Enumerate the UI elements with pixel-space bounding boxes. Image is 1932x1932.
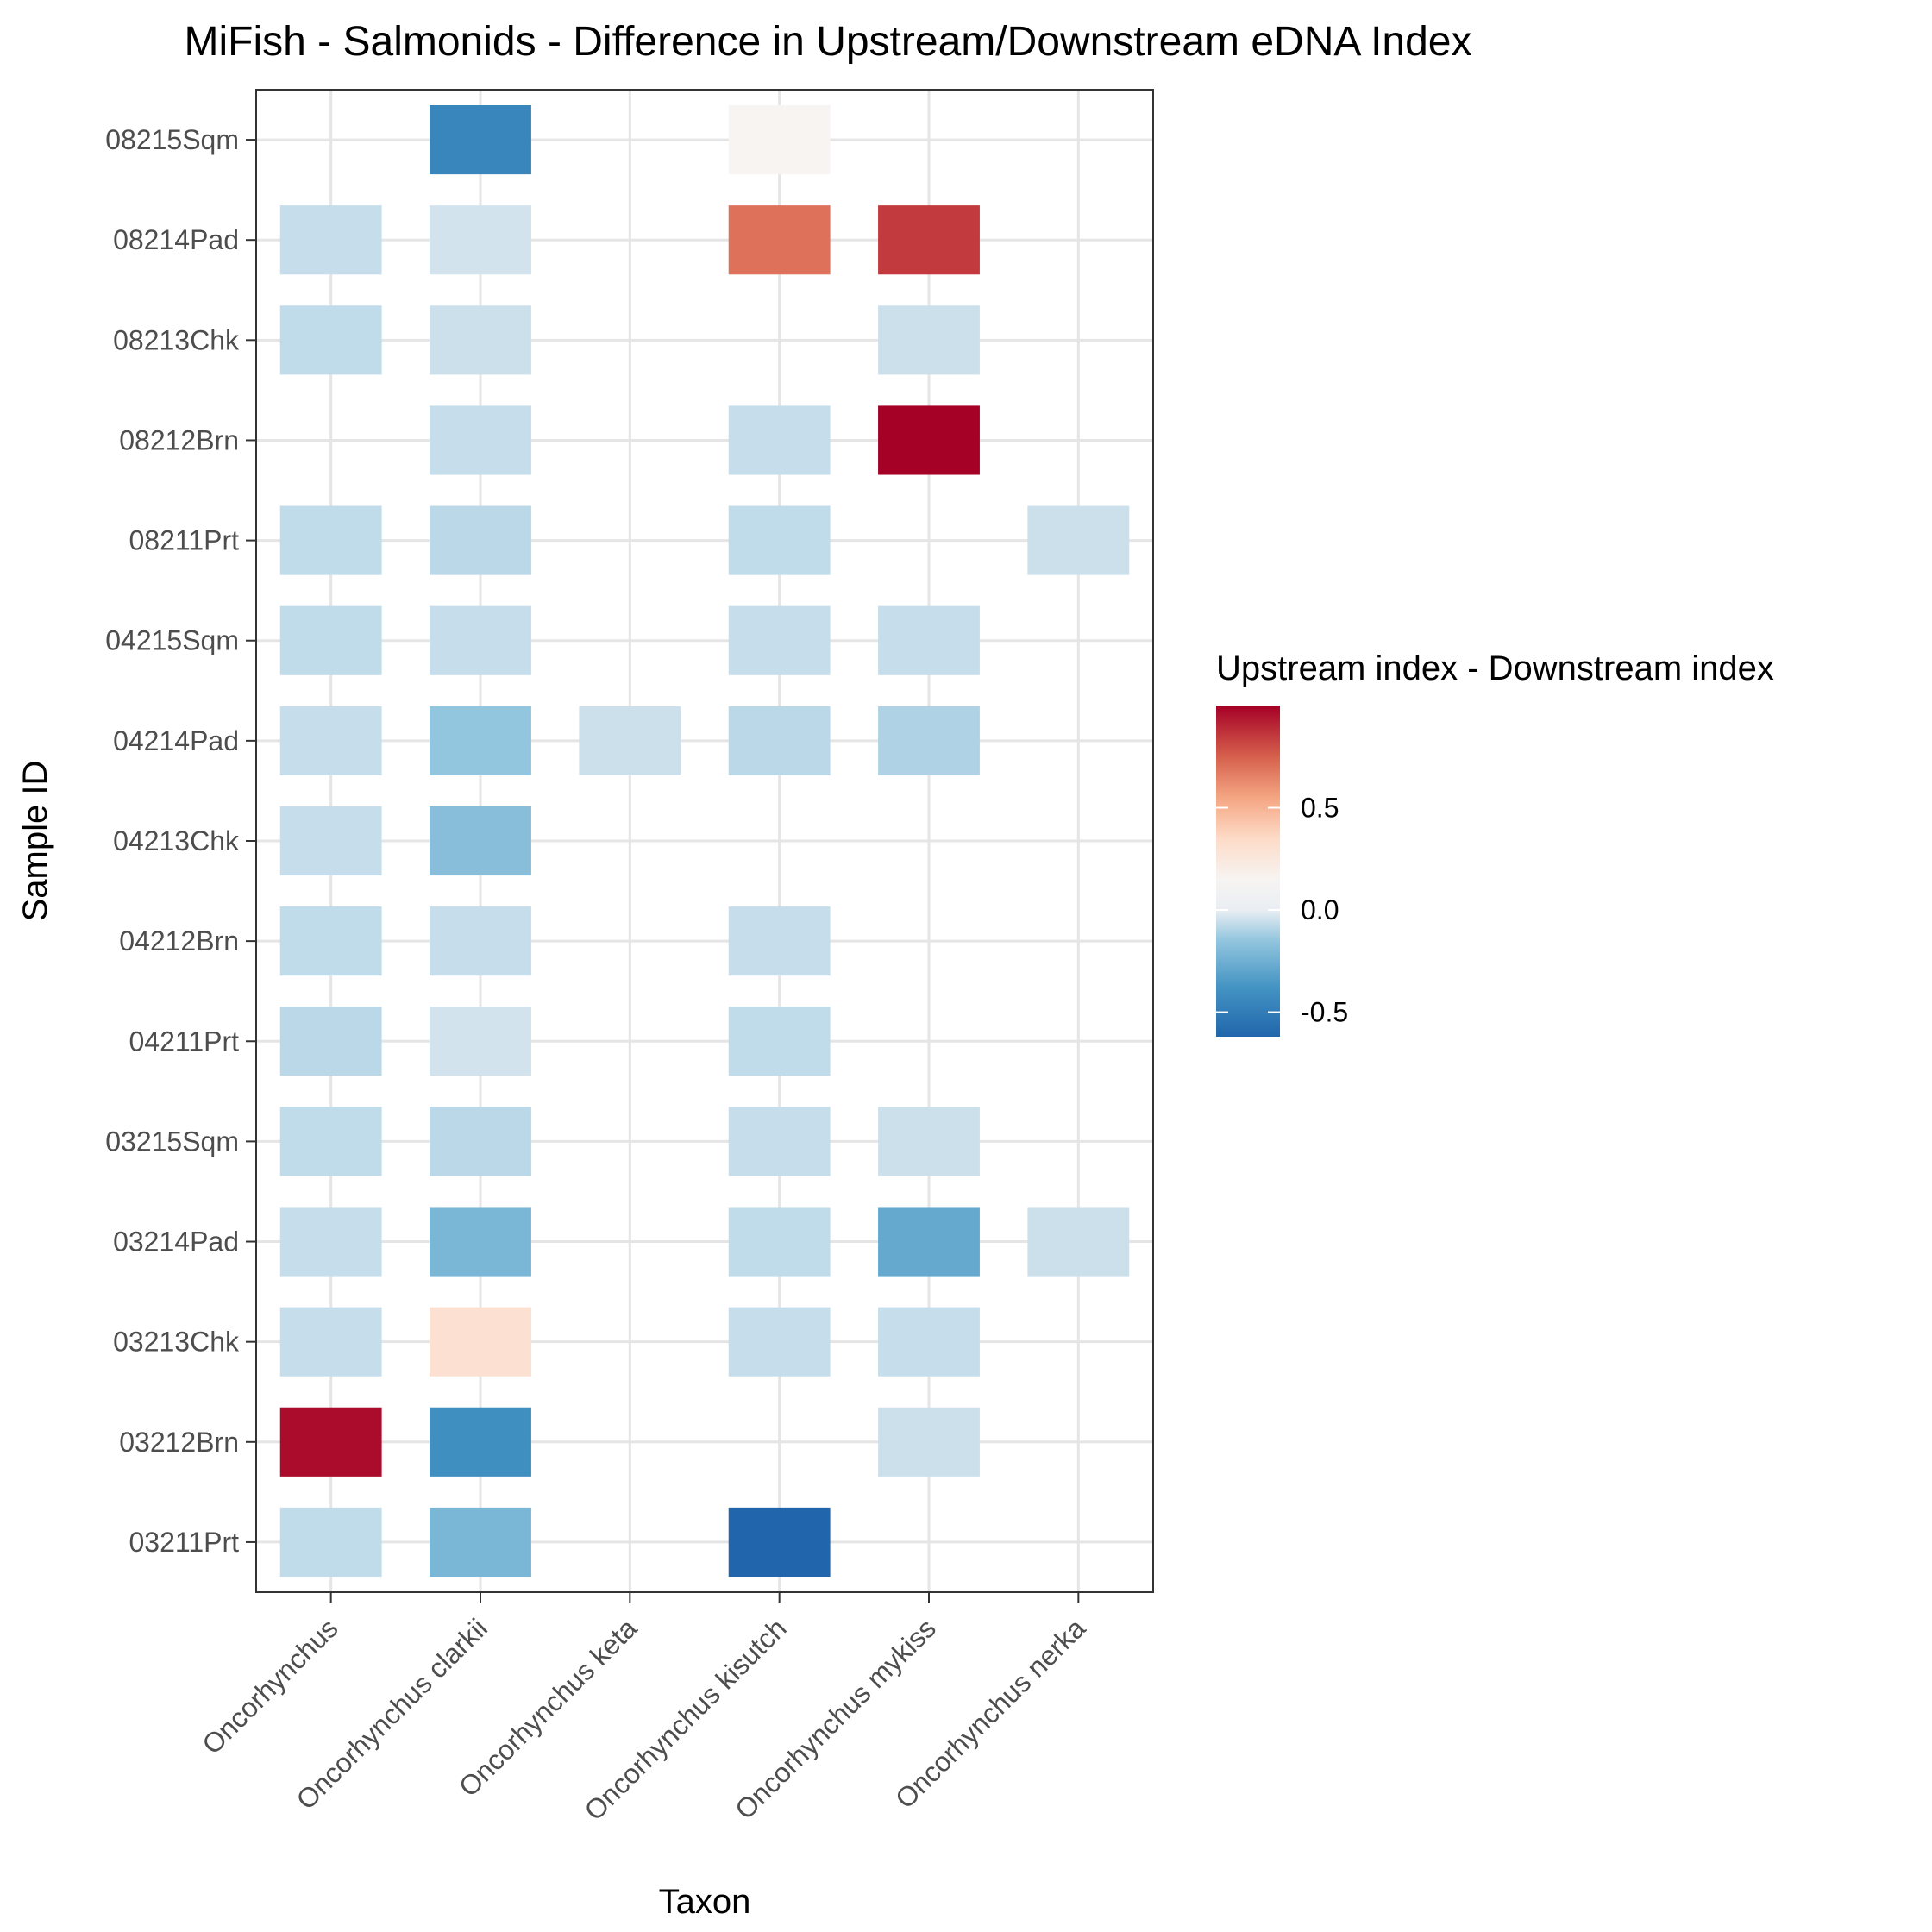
y-tick-label: 04211Prt: [129, 1026, 240, 1057]
heatmap-cell: [579, 706, 681, 775]
heatmap-tiles: [279, 105, 1130, 1577]
y-axis-title: Sample ID: [16, 761, 54, 922]
heatmap-cell: [728, 1207, 831, 1276]
heatmap-cell: [728, 1507, 831, 1577]
heatmap-cell: [279, 205, 382, 275]
heatmap-cell: [430, 105, 531, 175]
heatmap-cell: [430, 1107, 531, 1176]
heatmap-cell: [878, 405, 980, 475]
heatmap-cell: [430, 305, 531, 375]
heatmap-cell: [279, 1407, 382, 1477]
heatmap-cell: [728, 505, 831, 575]
y-tick-label: 08214Pad: [113, 224, 239, 255]
heatmap-cell: [430, 806, 531, 876]
heatmap-cell: [430, 1007, 531, 1076]
y-axis: 03211Prt 03212Brn 03213Chk 03214Pad 03215Sqm…: [105, 124, 256, 1558]
legend-ticks: 0.5 0.0 -0.5: [1216, 793, 1348, 1028]
heatmap-cell: [878, 1107, 980, 1176]
heatmap-cell: [878, 1407, 980, 1477]
heatmap-cell: [279, 1007, 382, 1076]
heatmap-cell: [430, 605, 531, 675]
heatmap-cell: [878, 1207, 980, 1276]
legend-colorbar: [1216, 706, 1280, 1037]
heatmap-cell: [430, 1207, 531, 1276]
legend-title: Upstream index - Downstream index: [1216, 649, 1774, 687]
heatmap-cell: [728, 405, 831, 475]
heatmap-cell: [279, 1207, 382, 1276]
y-tick-label: 03213Chk: [113, 1327, 240, 1358]
heatmap-cell: [728, 906, 831, 976]
heatmap-cell: [728, 605, 831, 675]
heatmap-cell: [1027, 505, 1130, 575]
y-tick-label: 03214Pad: [113, 1226, 239, 1258]
y-tick-label: 08212Brn: [119, 424, 239, 455]
heatmap-cell: [878, 605, 980, 675]
legend-tick-label: 0.5: [1301, 793, 1339, 824]
heatmap-cell: [430, 505, 531, 575]
heatmap-cell: [279, 305, 382, 375]
heatmap-cell: [728, 1307, 831, 1377]
y-tick-label: 08211Prt: [129, 525, 240, 556]
y-tick-label: 03211Prt: [129, 1527, 240, 1558]
heatmap-cell: [430, 906, 531, 976]
heatmap-cell: [878, 706, 980, 775]
heatmap-cell: [430, 1507, 531, 1577]
heatmap-cell: [878, 205, 980, 275]
heatmap-cell: [728, 1007, 831, 1076]
heatmap-cell: [430, 205, 531, 275]
y-tick-label: 08215Sqm: [105, 124, 239, 155]
y-tick-label: 04213Chk: [113, 825, 240, 856]
legend-tick-label: -0.5: [1301, 997, 1348, 1028]
x-tick-label: Oncorhynchus: [196, 1612, 343, 1760]
y-tick-label: 04215Sqm: [105, 625, 239, 656]
grid-lines: [256, 90, 1153, 1592]
heatmap-cell: [728, 1107, 831, 1176]
heatmap-cell: [728, 706, 831, 775]
y-tick-label: 04212Brn: [119, 925, 239, 957]
heatmap-cell: [279, 1507, 382, 1577]
plot-area: [255, 89, 1154, 1593]
heatmap-cell: [279, 906, 382, 976]
heatmap-cell: [430, 706, 531, 775]
x-axis-title: Taxon: [659, 1883, 751, 1921]
heatmap-cell: [430, 1407, 531, 1477]
heatmap-cell: [279, 605, 382, 675]
color-legend: Upstream index - Downstream index 0.5 0.0…: [1216, 649, 1774, 1037]
heatmap-cell: [430, 405, 531, 475]
heatmap-cell: [728, 205, 831, 275]
y-tick-label: 08213Chk: [113, 324, 240, 355]
heatmap-cell: [430, 1307, 531, 1377]
legend-tick-label: 0.0: [1301, 894, 1339, 925]
heatmap-cell: [1027, 1207, 1130, 1276]
heatmap-cell: [878, 1307, 980, 1377]
y-tick-label: 04214Pad: [113, 725, 239, 756]
y-tick-label: 03212Brn: [119, 1427, 239, 1458]
heatmap-cell: [878, 305, 980, 375]
heatmap-cell: [279, 1307, 382, 1377]
chart-title: MiFish - Salmonids - Difference in Upstr…: [185, 19, 1472, 65]
heatmap-cell: [728, 105, 831, 175]
heatmap-cell: [279, 806, 382, 876]
heatmap-cell: [279, 505, 382, 575]
heatmap-cell: [279, 1107, 382, 1176]
heatmap-cell: [279, 706, 382, 775]
y-tick-label: 03215Sqm: [105, 1126, 239, 1157]
